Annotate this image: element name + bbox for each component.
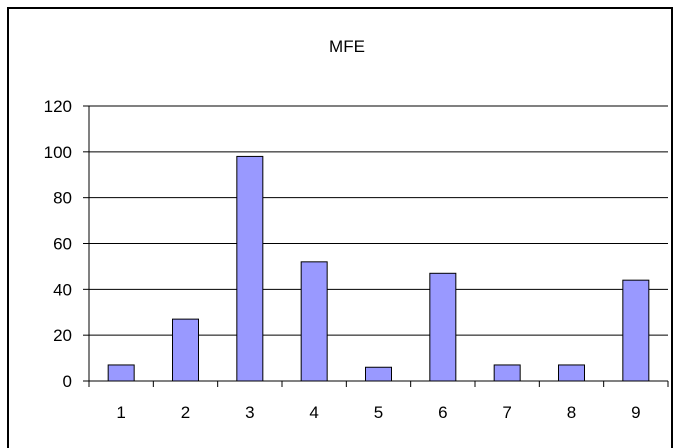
bar — [365, 366, 392, 382]
gridlines — [89, 105, 668, 336]
axes — [83, 105, 669, 387]
x-tick-label: 6 — [438, 403, 447, 422]
y-tick-label: 40 — [53, 280, 72, 299]
y-tick-label: 60 — [53, 235, 72, 254]
x-tick-label: 1 — [116, 403, 125, 422]
x-tick-labels: 1 2 3 4 5 6 7 8 9 — [116, 403, 640, 422]
chart-title: MFE — [329, 37, 365, 56]
y-tick-label: 20 — [53, 326, 72, 345]
y-tick-label: 0 — [63, 372, 72, 391]
bar — [429, 272, 457, 382]
y-tick-label: 80 — [53, 189, 72, 208]
bar — [558, 364, 585, 382]
y-tick-label: 100 — [44, 143, 72, 162]
x-tick-label: 5 — [374, 403, 383, 422]
bar — [107, 364, 135, 382]
x-tick-label: 3 — [245, 403, 254, 422]
x-tick-label: 4 — [309, 403, 318, 422]
x-tick-label: 8 — [567, 403, 576, 422]
bar — [493, 364, 521, 382]
bar — [622, 279, 650, 382]
bar — [236, 155, 264, 382]
x-tick-label: 9 — [631, 403, 640, 422]
x-tick-label: 7 — [502, 403, 511, 422]
bars — [107, 155, 650, 382]
bar — [172, 318, 199, 382]
bar — [300, 261, 328, 382]
y-tick-label: 120 — [44, 97, 72, 116]
x-tick-label: 2 — [181, 403, 190, 422]
y-tick-labels: 0 20 40 60 80 100 120 — [44, 97, 72, 391]
